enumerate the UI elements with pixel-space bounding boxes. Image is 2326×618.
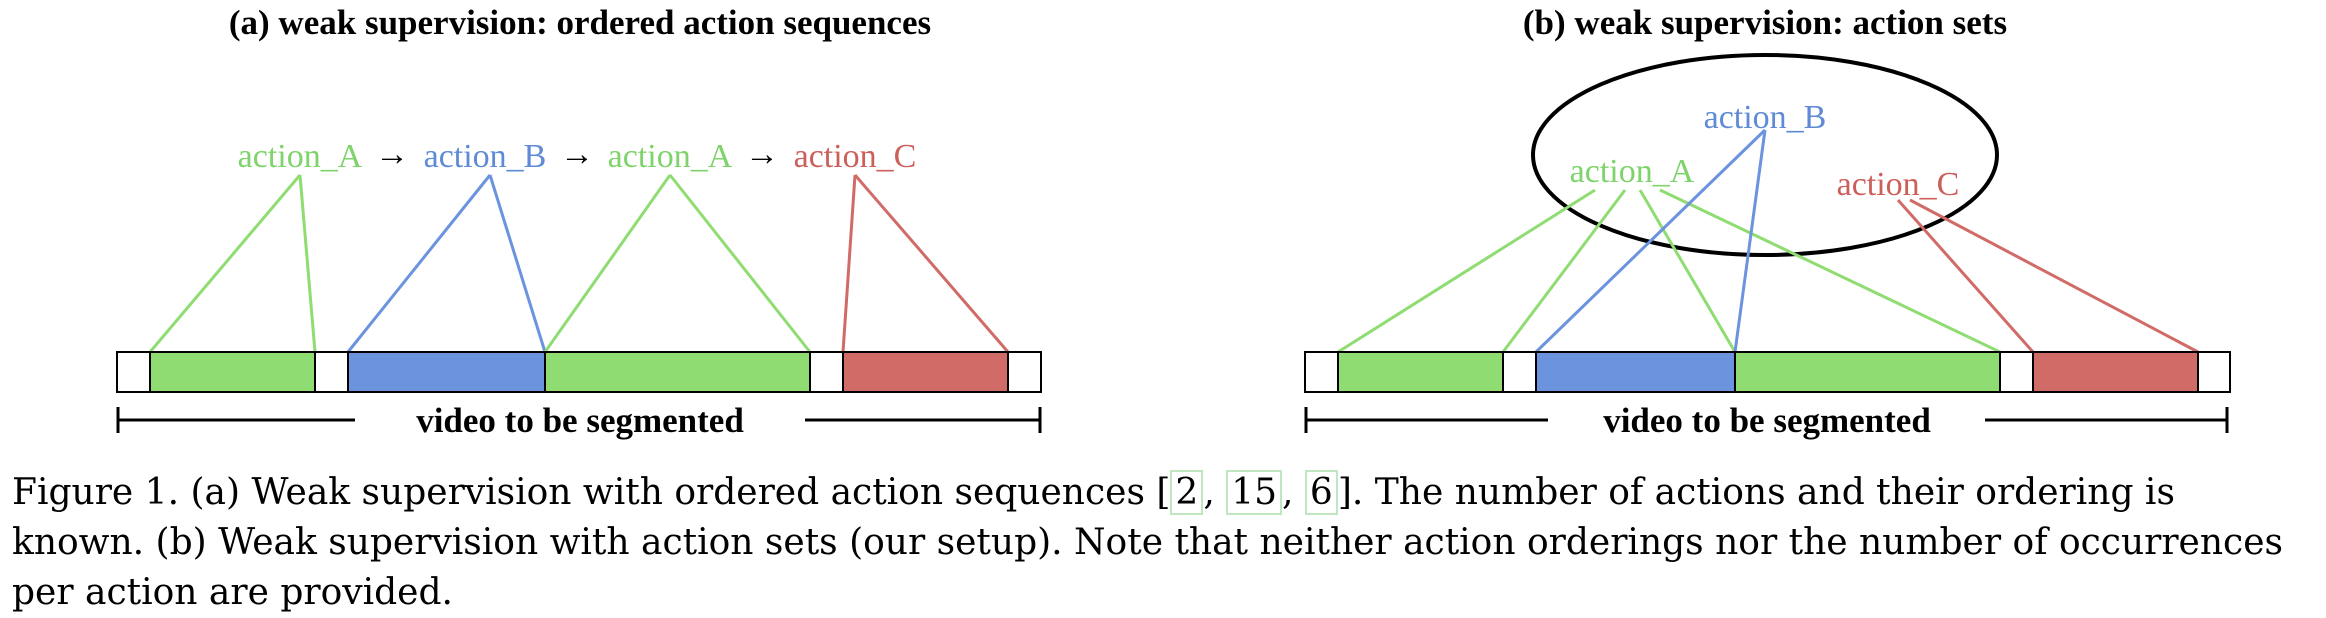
panel-a-title: (a) weak supervision: ordered action seq… bbox=[229, 3, 931, 42]
line-a2-right bbox=[668, 174, 812, 353]
action-set-ellipse bbox=[1531, 53, 1999, 257]
set-line-b-right bbox=[1733, 129, 1767, 353]
panel-b-labels: action_B action_A action_C bbox=[1570, 99, 1960, 203]
panel-a: (a) weak supervision: ordered action seq… bbox=[116, 3, 1042, 440]
seq-label-2: action_B bbox=[424, 138, 547, 175]
panel-b-title: (b) weak supervision: action sets bbox=[1523, 3, 2007, 42]
set-label-c: action_C bbox=[1837, 166, 1960, 203]
figure-caption: Figure 1. (a) Weak supervision with orde… bbox=[12, 470, 2283, 613]
panel-b-axis-label: video to be segmented bbox=[1603, 401, 1931, 440]
line-c-left bbox=[841, 174, 857, 353]
segment-8 bbox=[1007, 351, 1042, 393]
set-line-b-left bbox=[1534, 128, 1767, 354]
line-b-left bbox=[346, 174, 492, 353]
seq-label-4: action_C bbox=[794, 138, 917, 175]
set-segment-7 bbox=[2032, 351, 2199, 393]
line-b-right bbox=[488, 174, 547, 353]
set-segment-6 bbox=[1999, 351, 2034, 393]
set-segment-5 bbox=[1734, 351, 2001, 393]
set-line-c-left bbox=[1896, 199, 2035, 353]
seq-arrow-1: → bbox=[375, 136, 409, 173]
seq-arrow-2: → bbox=[560, 136, 594, 173]
segment-3 bbox=[314, 351, 349, 393]
seq-label-1: action_A bbox=[238, 138, 363, 175]
panel-a-axis: video to be segmented bbox=[116, 401, 1042, 440]
line-a1-left bbox=[148, 174, 302, 353]
caption-part-1: Figure 1. (a) Weak supervision with orde… bbox=[12, 472, 1171, 513]
panel-a-bar bbox=[116, 351, 1042, 393]
set-label-b: action_B bbox=[1704, 99, 1827, 136]
set-line-a1-right bbox=[1501, 189, 1627, 353]
set-segment-3 bbox=[1502, 351, 1537, 393]
set-segment-1 bbox=[1304, 351, 1339, 393]
panel-a-axis-label: video to be segmented bbox=[416, 401, 744, 440]
segment-7 bbox=[842, 351, 1009, 393]
set-segment-2 bbox=[1337, 351, 1504, 393]
set-segment-4 bbox=[1535, 351, 1736, 393]
set-line-a1-left bbox=[1337, 188, 1596, 354]
panel-a-labels: action_A → action_B → action_A → action_… bbox=[238, 136, 917, 175]
citation-link-1[interactable]: 2 bbox=[1170, 470, 1204, 515]
line-a2-left bbox=[543, 174, 672, 353]
figure: (a) weak supervision: ordered action seq… bbox=[116, 3, 2231, 440]
segment-5 bbox=[544, 351, 811, 393]
set-line-a2-left bbox=[1638, 189, 1737, 353]
citation-link-3[interactable]: 6 bbox=[1304, 470, 1338, 515]
line-c-right bbox=[853, 174, 1010, 353]
segment-1 bbox=[116, 351, 151, 393]
seq-label-3: action_A bbox=[608, 138, 733, 175]
set-segment-8 bbox=[2197, 351, 2231, 393]
seq-arrow-3: → bbox=[745, 136, 779, 173]
citation-link-2[interactable]: 15 bbox=[1226, 470, 1283, 515]
set-label-a: action_A bbox=[1570, 153, 1695, 190]
set-line-c-right bbox=[1909, 198, 2199, 354]
set-line-a2-right bbox=[1659, 188, 2001, 354]
panel-b-axis: video to be segmented bbox=[1304, 401, 2229, 440]
panel-b: (b) weak supervision: action sets action… bbox=[1304, 3, 2231, 440]
line-a1-right bbox=[298, 174, 317, 353]
panel-a-lines bbox=[148, 174, 1010, 353]
segment-6 bbox=[809, 351, 844, 393]
segment-2 bbox=[149, 351, 316, 393]
panel-b-lines bbox=[1337, 128, 2199, 354]
caption-part-2: ]. The number of actions and their order… bbox=[12, 472, 2283, 613]
segment-4 bbox=[347, 351, 546, 393]
panel-b-bar bbox=[1304, 351, 2231, 393]
